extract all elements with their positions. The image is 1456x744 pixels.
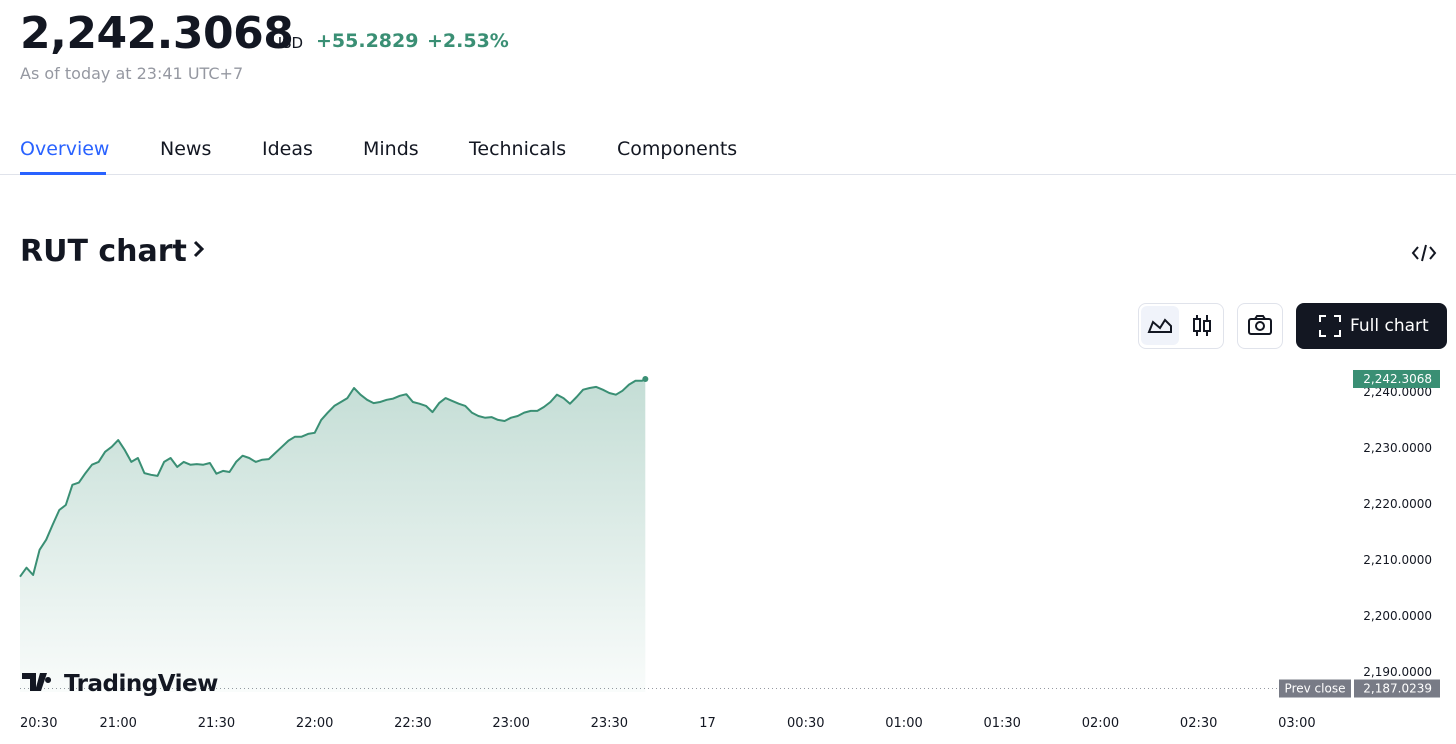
x-tick-label: 02:30 — [1180, 716, 1217, 731]
area-fill — [20, 379, 646, 692]
divider — [0, 174, 1456, 175]
x-tick-label: 03:00 — [1278, 716, 1315, 731]
x-tick-label: 00:30 — [787, 716, 824, 731]
full-chart-button[interactable]: Full chart — [1296, 303, 1447, 349]
y-tick-label: 2,230.0000 — [1363, 441, 1432, 455]
last-price-label: 2,242.3068 — [1363, 372, 1432, 386]
chevron-icon — [193, 240, 205, 258]
candle-style-button[interactable] — [1183, 306, 1221, 345]
watermark: TradingView — [64, 671, 218, 697]
last-price-tag — [1353, 369, 1440, 388]
change-percent: +2.53% — [427, 30, 509, 52]
line-style-button[interactable] — [1141, 306, 1179, 345]
prev-close-name: Prev close — [1285, 682, 1346, 696]
embed-icon[interactable] — [1410, 241, 1438, 265]
x-tick-label: 21:30 — [198, 716, 235, 731]
price: 2,242.3068 — [20, 8, 294, 59]
price-line — [19, 378, 646, 578]
prev-close-tag — [1354, 679, 1440, 698]
x-tick-label: 21:00 — [99, 716, 136, 731]
last-point — [642, 375, 649, 382]
prev-close-name-tag — [1279, 679, 1351, 698]
change: +55.2829 — [316, 30, 419, 52]
x-tick-label: 22:00 — [296, 716, 333, 731]
x-tick-label: 01:00 — [885, 716, 922, 731]
y-tick-label: 2,210.0000 — [1363, 553, 1432, 567]
x-tick-label: 23:00 — [492, 716, 529, 731]
timestamp: As of today at 23:41 UTC+7 — [20, 64, 244, 83]
tab[interactable]: Overview — [20, 138, 110, 160]
currency: USD — [271, 34, 304, 52]
tab[interactable]: Components — [617, 138, 738, 160]
snapshot-button[interactable] — [1237, 303, 1283, 349]
tab[interactable]: Ideas — [262, 138, 313, 160]
active-indicator — [20, 172, 106, 175]
x-tick-label: 01:30 — [983, 716, 1020, 731]
fullscreen-icon — [1319, 315, 1341, 337]
y-tick-label: 2,240.0000 — [1363, 385, 1432, 399]
x-tick-label: 23:30 — [591, 716, 628, 731]
section-title[interactable]: RUT chart — [20, 234, 207, 269]
tab[interactable]: Minds — [363, 138, 419, 160]
x-tick-label: 02:00 — [1082, 716, 1119, 731]
prev-close-label: 2,187.0239 — [1363, 682, 1432, 696]
button-label: Full chart — [1350, 316, 1429, 336]
y-tick-label: 2,190.0000 — [1363, 665, 1432, 679]
tab[interactable]: Technicals — [469, 138, 567, 160]
y-tick-label: 2,220.0000 — [1363, 497, 1432, 511]
logo-icon — [22, 673, 52, 691]
x-tick-label: 20:30 — [20, 716, 57, 731]
x-tick-label: 22:30 — [394, 716, 431, 731]
tab[interactable]: News — [160, 138, 212, 160]
y-tick-label: 2,200.0000 — [1363, 609, 1432, 623]
x-tick-label: 17 — [699, 716, 716, 731]
section-title-text: RUT chart — [20, 234, 187, 269]
